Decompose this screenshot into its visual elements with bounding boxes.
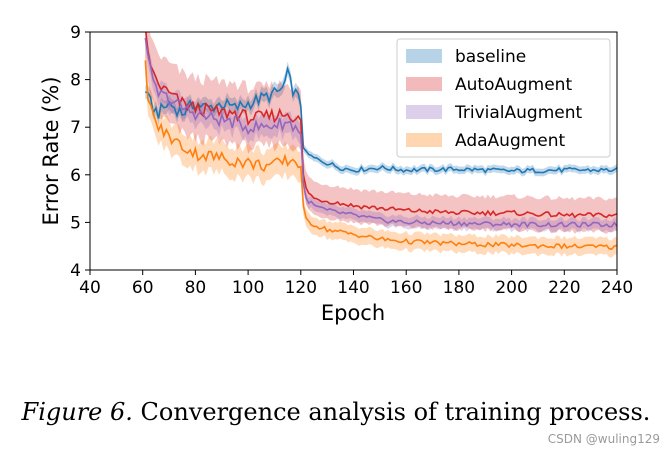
y-tick-label: 6 bbox=[70, 166, 81, 186]
legend-label: AutoAugment bbox=[455, 75, 572, 95]
legend-label: AdaAugment bbox=[455, 131, 566, 151]
series-band bbox=[145, 45, 617, 258]
y-tick-label: 4 bbox=[70, 261, 81, 281]
series-band bbox=[145, 32, 617, 234]
x-tick-label: 80 bbox=[185, 278, 207, 298]
caption-text: Convergence analysis of training process… bbox=[140, 398, 651, 426]
legend-swatch bbox=[406, 105, 442, 119]
legend-box bbox=[396, 38, 611, 158]
legend-swatch bbox=[406, 77, 442, 91]
series-band bbox=[145, 61, 617, 177]
legend-label: TrivialAugment bbox=[454, 103, 583, 123]
legend-swatch bbox=[406, 49, 442, 63]
series-line bbox=[144, 37, 617, 229]
series-line bbox=[144, 60, 617, 250]
y-tick-label: 5 bbox=[70, 213, 81, 233]
x-axis-title: Epoch bbox=[321, 301, 385, 325]
chart: 40 60 80 100 120 140 160 180 200 220 240 4 5 6 7 8 9 Ep… bbox=[39, 23, 633, 325]
y-tick-label: 8 bbox=[70, 71, 81, 91]
y-axis-title: Error Rate (%) bbox=[39, 76, 63, 225]
series-line bbox=[145, 65, 617, 174]
y-tick-label: 7 bbox=[70, 118, 81, 138]
x-tick-label: 220 bbox=[548, 278, 580, 298]
y-tick-label: 9 bbox=[70, 23, 81, 43]
y-axis-ticks: 4 5 6 7 8 9 bbox=[70, 23, 90, 281]
x-tick-label: 100 bbox=[232, 278, 264, 298]
watermark: CSDN @wuling129 bbox=[547, 432, 660, 446]
legend: baseline AutoAugment TrivialAugment AdaAugm… bbox=[396, 38, 611, 158]
legend-swatch bbox=[406, 133, 442, 147]
x-tick-label: 60 bbox=[132, 278, 154, 298]
x-tick-label: 240 bbox=[601, 278, 633, 298]
series-line bbox=[145, 32, 617, 219]
series-lines bbox=[144, 32, 617, 250]
x-tick-label: 120 bbox=[285, 278, 317, 298]
x-tick-label: 40 bbox=[79, 278, 101, 298]
x-tick-label: 200 bbox=[495, 278, 527, 298]
x-tick-label: 140 bbox=[337, 278, 369, 298]
legend-label: baseline bbox=[455, 47, 526, 67]
x-tick-label: 180 bbox=[443, 278, 475, 298]
error-bands bbox=[145, 32, 617, 258]
figure-caption: Figure 6. Convergence analysis of traini… bbox=[0, 398, 672, 426]
x-axis-ticks: 40 60 80 100 120 140 160 180 200 220 240 bbox=[79, 270, 633, 298]
figure-label: Figure 6. bbox=[21, 398, 133, 426]
x-tick-label: 160 bbox=[390, 278, 422, 298]
